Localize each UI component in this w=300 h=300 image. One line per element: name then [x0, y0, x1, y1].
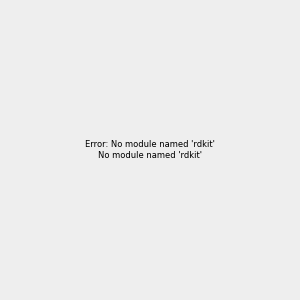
Text: Error: No module named 'rdkit'
No module named 'rdkit': Error: No module named 'rdkit' No module…: [85, 140, 215, 160]
